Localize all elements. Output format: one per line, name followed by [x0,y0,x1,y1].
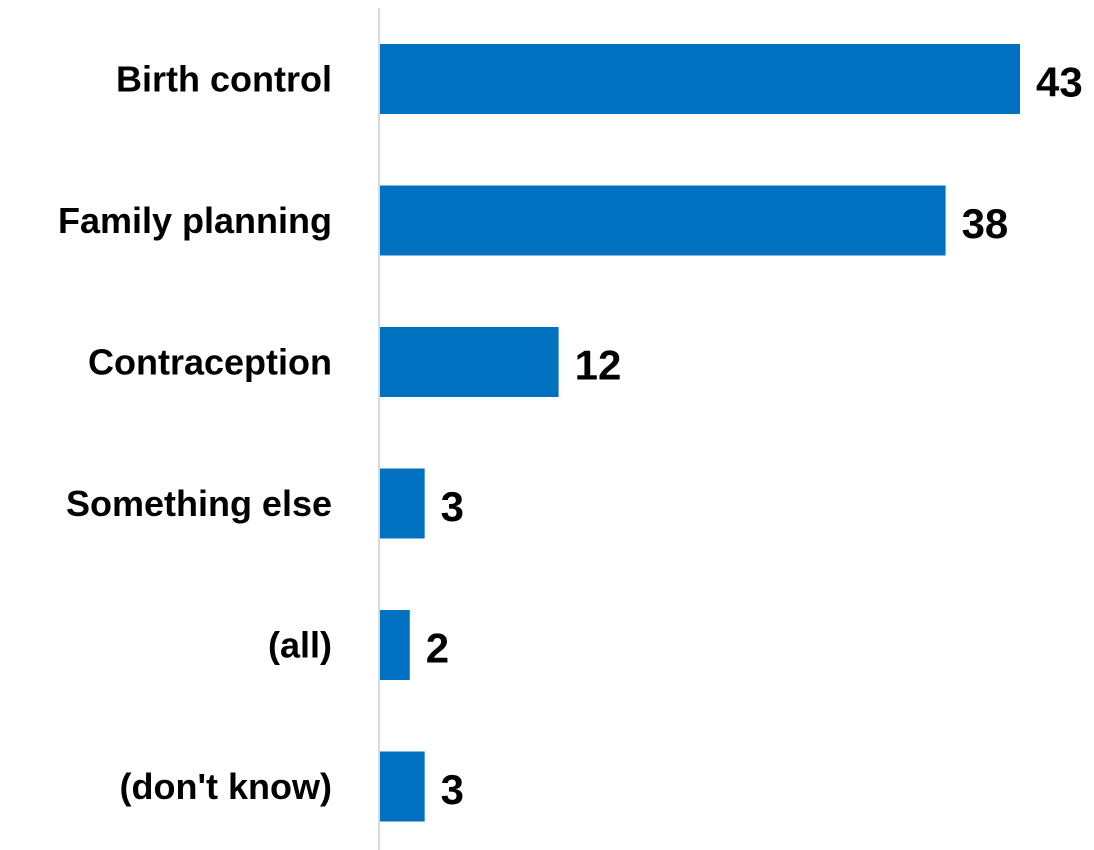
category-label-1: Family planning [58,200,332,241]
value-label-4: 2 [426,625,449,672]
bar-5 [380,751,425,822]
category-label-4: (all) [268,625,332,666]
category-label-2: Contraception [88,342,332,383]
bar-3 [380,468,425,539]
category-label-0: Birth control [116,59,332,100]
value-label-1: 38 [962,200,1009,247]
bar-2 [380,327,559,397]
bar-0 [380,44,1020,114]
bars-group [380,44,1020,822]
value-label-3: 3 [441,483,464,530]
category-label-3: Something else [66,483,332,524]
value-labels-group: 43 38 12 3 2 3 [426,59,1083,814]
bar-1 [380,185,946,256]
value-label-0: 43 [1036,59,1083,106]
category-label-5: (don't know) [119,766,332,807]
category-labels-group: Birth control Family planning Contraceptio… [58,59,332,808]
value-label-5: 3 [441,766,464,813]
bar-4 [380,610,410,680]
value-label-2: 12 [575,342,622,389]
